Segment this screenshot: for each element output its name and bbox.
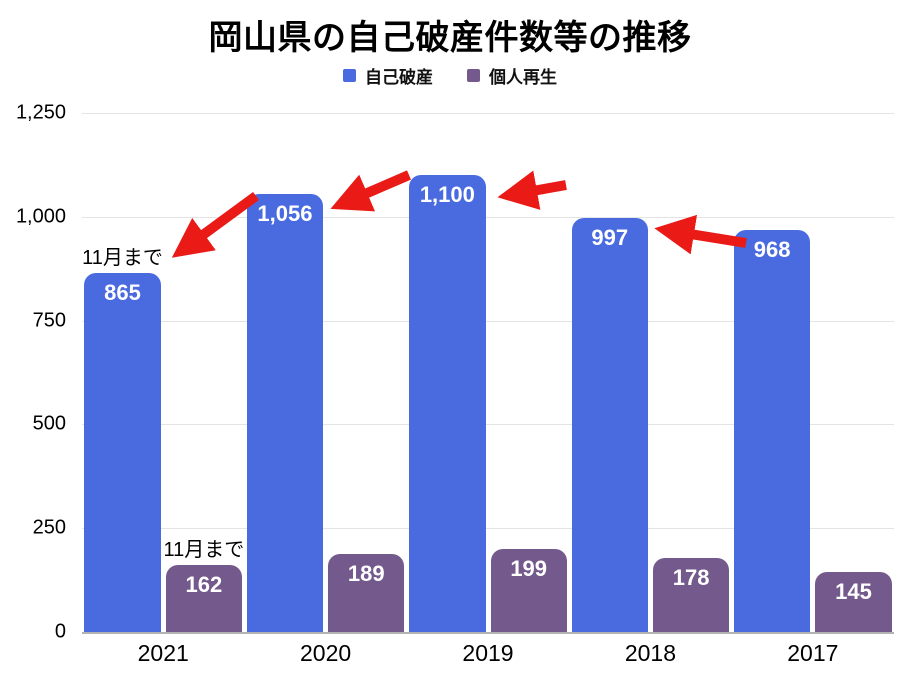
y-axis-label: 250 <box>32 516 66 539</box>
bar-2021-series1: 162 11月まで <box>163 539 244 632</box>
gridline <box>82 320 894 322</box>
y-axis-label: 750 <box>32 309 66 332</box>
bar-group-2019: 1,100 199 <box>407 113 569 632</box>
legend-swatch-icon <box>467 69 480 82</box>
bar-value-label: 968 <box>753 237 791 263</box>
bar-2019-series0: 1,100 <box>409 175 486 632</box>
bar-value-label: 865 <box>104 279 141 305</box>
plot-area: 1,250 1,000 750 500 250 0 865 11月まで 162 11月まで 1,05… <box>16 102 894 643</box>
y-axis-label: 0 <box>54 620 66 643</box>
bar-2019-series1: 199 <box>490 549 567 632</box>
legend-item-bankruptcy: 自己破産 <box>343 63 433 88</box>
x-axis-label-2017: 2017 <box>787 640 839 666</box>
bar-group-2017: 968 145 <box>732 113 894 632</box>
x-axis-label-2020: 2020 <box>300 640 352 666</box>
x-axis-line <box>82 632 894 634</box>
bar-2018-series0: 997 <box>571 218 648 632</box>
x-axis-labels: 2021 2020 2019 2018 2017 <box>82 640 894 667</box>
bar-value-label: 997 <box>591 225 629 251</box>
bar-groups: 865 11月まで 162 11月まで 1,056 189 1,100 199 997 178 96… <box>82 113 894 632</box>
bar-group-2021: 865 11月まで 162 11月まで <box>82 113 244 632</box>
bar-group-2018: 997 178 <box>569 113 731 632</box>
bar-value-label: 189 <box>347 560 385 586</box>
bar-value-label: 1,100 <box>419 182 475 208</box>
bar-value-label: 162 <box>185 571 223 597</box>
bar-2020-series1: 189 <box>328 553 405 632</box>
annotation-label: 11月まで <box>82 246 163 269</box>
bar-value-label: 1,056 <box>257 200 313 226</box>
x-axis-label-2019: 2019 <box>462 640 514 666</box>
bar-2020-series0: 1,056 <box>246 193 324 632</box>
bar-2021-series0: 865 11月まで <box>82 247 163 632</box>
bar-2017-series0: 968 <box>734 230 811 632</box>
y-axis-label: 500 <box>32 412 66 435</box>
gridline <box>82 216 894 218</box>
gridline <box>82 528 894 530</box>
x-axis-label-2018: 2018 <box>624 640 676 666</box>
legend-item-rehabilitation: 個人再生 <box>467 63 557 88</box>
y-axis-label: 1,250 <box>15 101 66 124</box>
legend-label: 個人再生 <box>489 68 557 87</box>
bar-2017-series1: 145 <box>815 571 892 632</box>
chart-title: 岡山県の自己破産件数等の推移 <box>208 19 692 57</box>
bar-group-2020: 1,056 189 <box>244 113 406 632</box>
x-axis-label-2021: 2021 <box>137 640 189 666</box>
y-axis-label: 1,000 <box>15 205 66 228</box>
legend-label: 自己破産 <box>365 68 433 87</box>
bar-value-label: 145 <box>835 578 872 604</box>
gridline <box>82 113 894 114</box>
bar-value-label: 199 <box>510 556 548 582</box>
gridline <box>82 424 894 426</box>
legend-swatch-icon <box>343 69 356 82</box>
bar-2018-series1: 178 <box>652 558 730 632</box>
chart-legend: 自己破産 個人再生 <box>0 63 900 88</box>
annotation-label: 11月まで <box>163 538 245 561</box>
bar-value-label: 178 <box>672 565 710 591</box>
